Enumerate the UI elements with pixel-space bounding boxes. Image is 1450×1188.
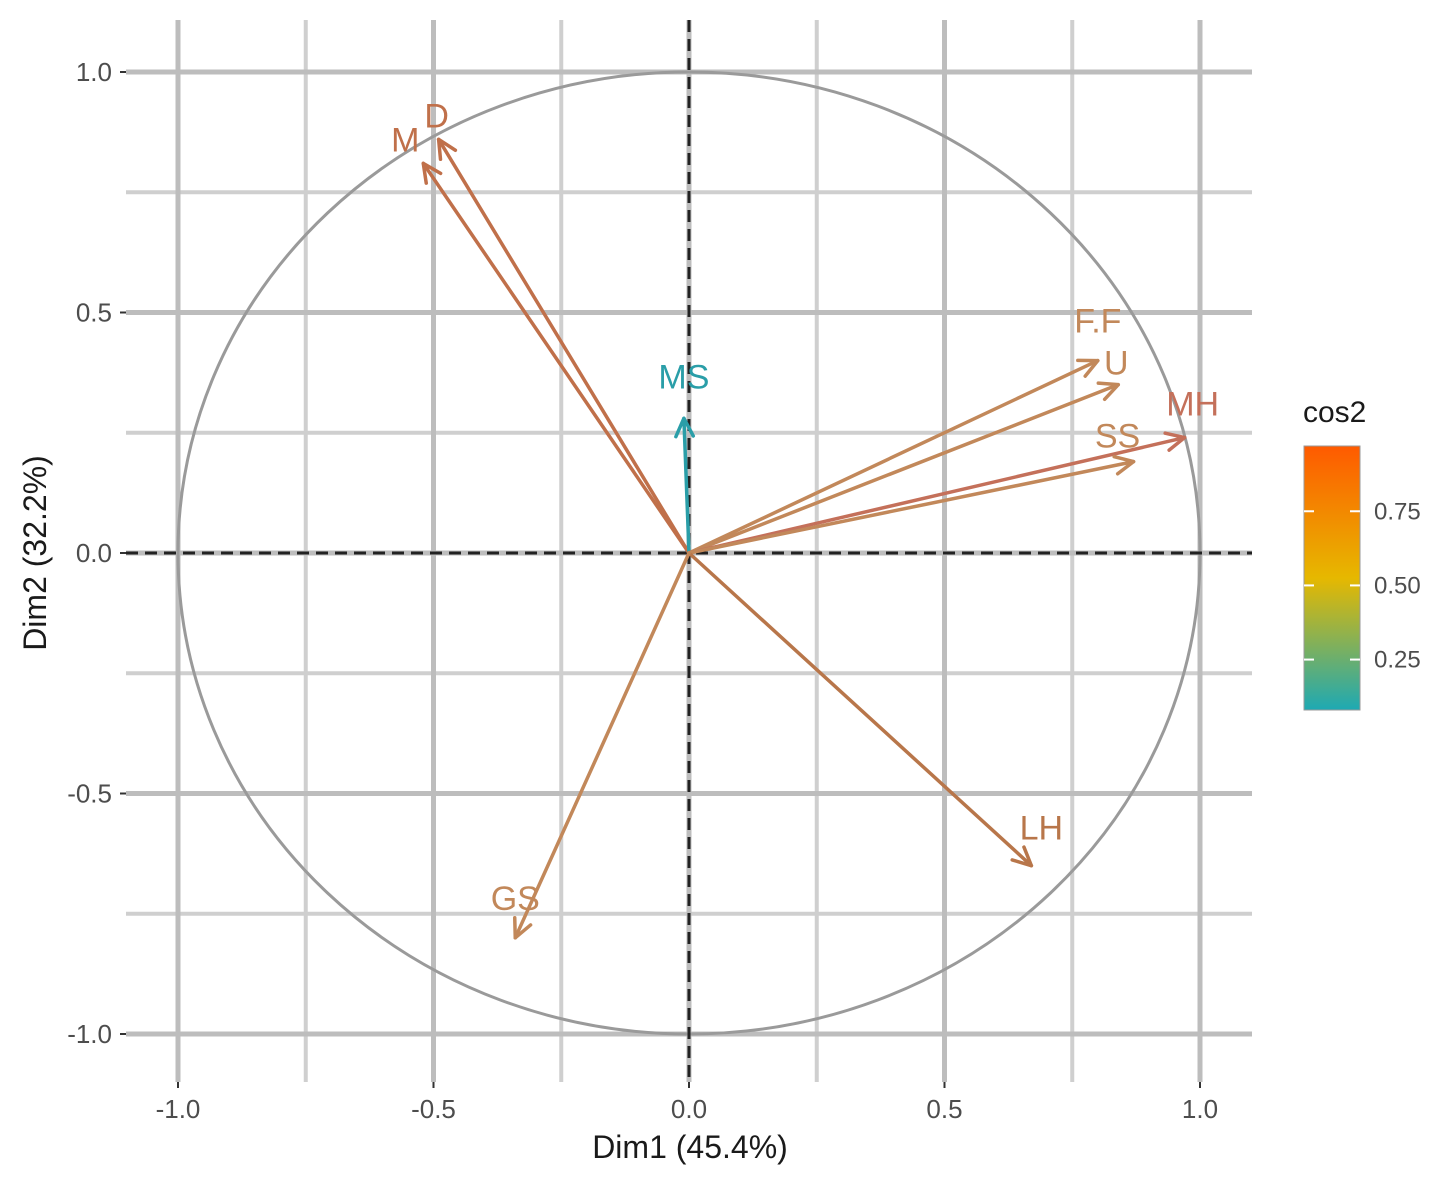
arrow-gs-head — [512, 916, 533, 940]
y-tick-label: -1.0 — [67, 1019, 112, 1049]
x-tick-label: 0.5 — [926, 1094, 962, 1124]
legend-tick-label: 0.50 — [1374, 572, 1421, 599]
legend-colorbar — [1303, 445, 1361, 711]
arrow-m-head — [421, 161, 443, 185]
x-tick-label: -0.5 — [411, 1094, 456, 1124]
y-axis-title: Dim2 (32.2%) — [17, 455, 53, 651]
cos2-legend: cos2 0.25 0.50 0.75 — [1303, 396, 1421, 711]
legend-ticks: 0.25 0.50 0.75 — [1304, 498, 1421, 674]
x-axis-title: Dim1 (45.4%) — [592, 1129, 788, 1165]
variable-label-gs: GS — [491, 880, 540, 918]
y-tick-label: -0.5 — [67, 779, 112, 809]
arrow-ss-shaft — [687, 459, 1136, 555]
x-tick-label: 0.0 — [671, 1094, 707, 1124]
arrow-ms-shaft — [682, 416, 691, 555]
y-tick-label: 0.0 — [76, 538, 112, 568]
variable-label-ms: MS — [658, 358, 709, 396]
variable-label-mh: MH — [1166, 386, 1219, 424]
legend-tick-label: 0.75 — [1374, 498, 1421, 525]
legend-tick-label: 0.25 — [1374, 647, 1421, 674]
variable-arrows — [421, 137, 1187, 940]
variable-labels: DM MS F.F U MH SS LH GS — [391, 97, 1219, 917]
arrow-mh-head — [1163, 431, 1187, 452]
y-tick-label: 1.0 — [76, 57, 112, 87]
x-tick-label: 1.0 — [1182, 1094, 1218, 1124]
arrow-ff-shaft — [687, 358, 1100, 555]
y-axis-ticks: -1.0 -0.5 0.0 0.5 1.0 — [67, 57, 126, 1049]
legend-title: cos2 — [1303, 396, 1366, 429]
y-tick-label: 0.5 — [76, 298, 112, 328]
arrow-u-head — [1096, 381, 1120, 402]
variable-label-m: M — [391, 121, 419, 159]
arrow-lh-head — [1010, 845, 1034, 868]
arrow-mh-shaft — [687, 435, 1187, 555]
x-axis-ticks: -1.0 -0.5 0.0 0.5 1.0 — [156, 1082, 1218, 1124]
variable-label-ss: SS — [1095, 418, 1140, 456]
variable-label-d: D — [424, 97, 449, 135]
arrow-u-shaft — [687, 382, 1120, 555]
arrow-ss-head — [1112, 454, 1136, 476]
arrow-d-head — [436, 137, 458, 162]
variable-label-ff: F.F — [1074, 303, 1121, 341]
arrow-ms-head — [674, 416, 696, 439]
arrow-m-shaft — [421, 161, 691, 555]
variable-label-u: U — [1104, 345, 1129, 383]
variable-label-lh: LH — [1020, 810, 1063, 848]
arrow-d-shaft — [436, 137, 691, 555]
arrow-lh-shaft — [687, 551, 1034, 868]
x-tick-label: -1.0 — [156, 1094, 201, 1124]
arrow-ff-head — [1076, 358, 1100, 378]
arrow-gs-shaft — [513, 551, 691, 940]
